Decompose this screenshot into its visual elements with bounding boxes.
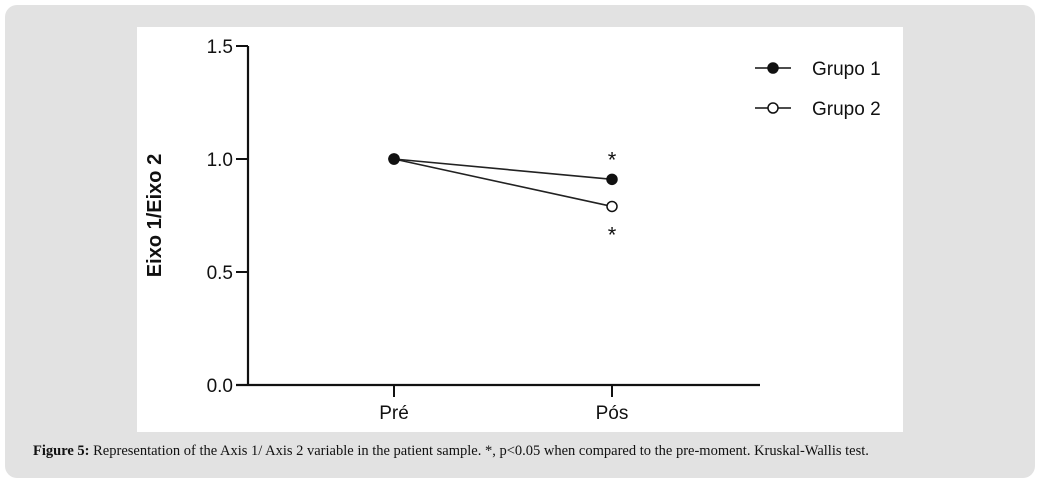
figure-caption: Figure 5: Representation of the Axis 1/ … <box>33 443 869 460</box>
y-tick-label: 1.0 <box>207 150 233 171</box>
legend-marker <box>767 102 779 114</box>
y-tick-label: 0.5 <box>207 263 233 284</box>
caption-label: Figure 5: <box>33 443 90 459</box>
legend-label: Grupo 1 <box>812 59 881 80</box>
legend-marker <box>767 62 779 74</box>
series-line-2 <box>393 158 613 208</box>
data-point-2 <box>606 200 618 213</box>
y-tick-label: 0.0 <box>207 376 233 397</box>
data-point-1 <box>606 173 618 186</box>
caption-text: Representation of the Axis 1/ Axis 2 var… <box>89 443 869 459</box>
significance-marker: * <box>608 222 617 247</box>
y-axis-label: Eixo 1/Eixo 2 <box>144 154 166 277</box>
series-line-1 <box>393 158 613 181</box>
legend-label: Grupo 2 <box>812 99 881 120</box>
data-point-pre <box>388 153 400 165</box>
significance-marker: * <box>608 147 617 172</box>
x-tick-label: Pós <box>596 403 629 424</box>
chart-panel <box>137 27 903 432</box>
y-tick-label: 1.5 <box>207 37 233 58</box>
x-tick-label: Pré <box>379 403 409 424</box>
